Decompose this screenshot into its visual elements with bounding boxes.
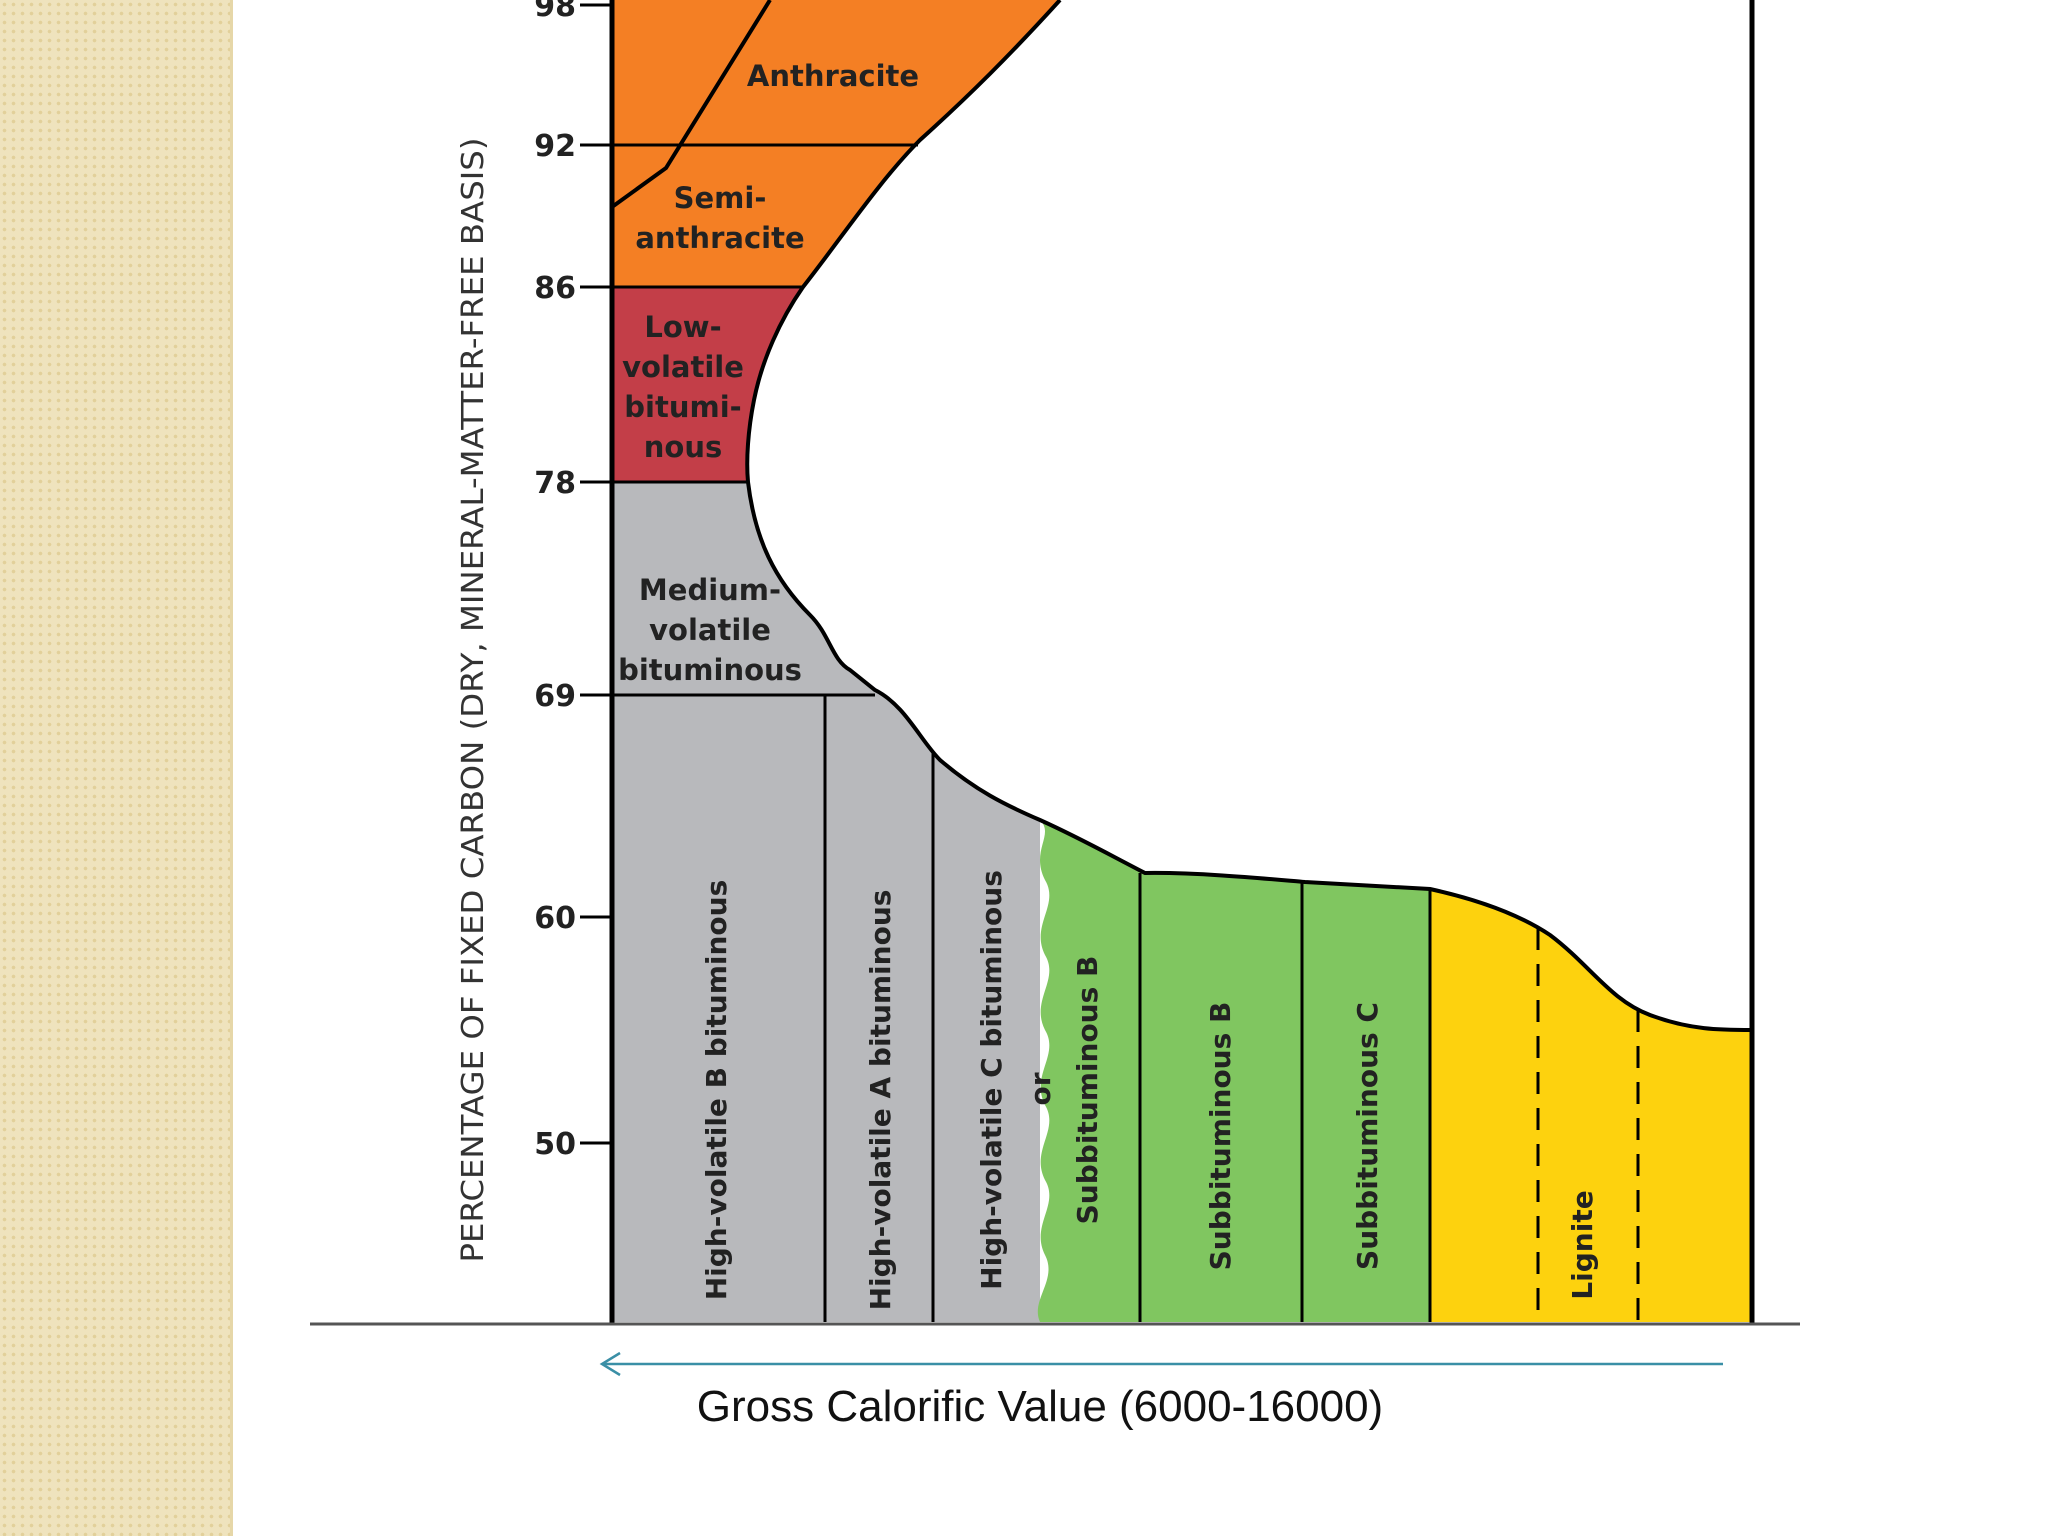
label-lignite: Lignite: [1566, 1190, 1599, 1299]
y-tick-98: 98: [534, 0, 576, 24]
label-hvc: High-volatile C bituminous: [975, 870, 1008, 1290]
calorific-arrow-head: [599, 1351, 621, 1377]
y-tick-60: 60: [534, 901, 576, 936]
y-tick-50: 50: [534, 1127, 576, 1162]
y-tick-86: 86: [534, 271, 576, 306]
region-subbituminous-fill: [1037, 820, 1430, 1322]
label-semi-anthracite-1: Semi-: [674, 181, 767, 215]
y-axis-label: PERCENTAGE OF FIXED CARBON (DRY, MINERAL…: [456, 138, 491, 1263]
decorative-sidebar: [0, 0, 233, 1536]
label-sub-b-alt: Subbituminous B: [1071, 956, 1104, 1225]
rank-boundary-curve: [745, 0, 1753, 1032]
label-low-volatile-4: nous: [644, 430, 722, 464]
y-tick-marks: [580, 3, 612, 1145]
label-or: or: [1024, 1072, 1057, 1105]
label-sub-b: Subbituminous B: [1204, 1002, 1237, 1271]
region-low-volatile-fill: [612, 287, 803, 482]
label-low-volatile-1: Low-: [644, 310, 721, 344]
y-tick-69: 69: [534, 679, 576, 714]
x-axis-caption: Gross Calorific Value (6000-16000): [697, 1382, 1383, 1431]
label-low-volatile-2: volatile: [622, 350, 744, 384]
label-low-volatile-3: bitumi-: [624, 390, 741, 424]
y-tick-78: 78: [534, 466, 576, 501]
label-anthracite: Anthracite: [747, 59, 919, 93]
y-tick-92: 92: [534, 129, 576, 164]
label-medium-volatile-1: Medium-: [639, 573, 781, 607]
label-medium-volatile-2: volatile: [649, 613, 771, 647]
anthracite-left-edge: [610, 0, 772, 209]
label-medium-volatile-3: bituminous: [618, 653, 802, 687]
label-hvb: High-volatile B bituminous: [700, 880, 733, 1301]
label-hva: High-volatile A bituminous: [864, 890, 897, 1311]
label-semi-anthracite-2: anthracite: [635, 221, 804, 255]
label-sub-c: Subbituminous C: [1351, 1002, 1384, 1270]
region-lignite-fill: [1430, 889, 1752, 1322]
